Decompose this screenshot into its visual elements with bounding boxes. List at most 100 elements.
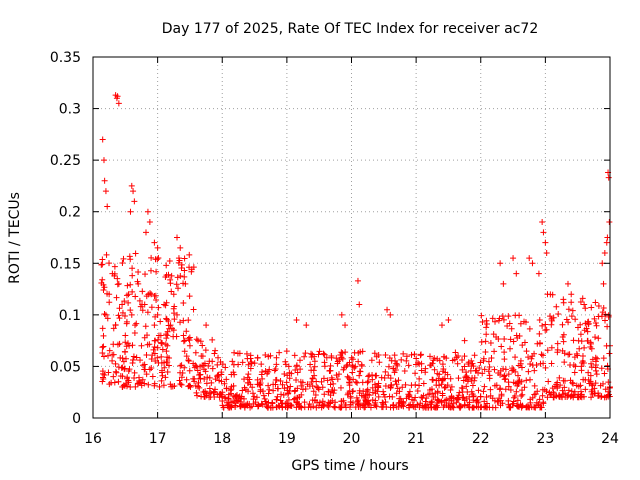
- data-point: [578, 363, 585, 370]
- data-point: [186, 382, 193, 389]
- data-point: [543, 249, 550, 256]
- data-point: [412, 394, 419, 401]
- data-point: [485, 358, 492, 365]
- data-point: [539, 392, 546, 399]
- data-point: [315, 351, 322, 358]
- data-point: [122, 381, 129, 388]
- data-point: [141, 361, 148, 368]
- data-point: [557, 382, 564, 389]
- data-point: [99, 378, 106, 385]
- data-point: [310, 388, 317, 395]
- data-point: [101, 177, 108, 184]
- data-point: [138, 342, 145, 349]
- data-point: [505, 371, 512, 378]
- data-point: [163, 299, 170, 306]
- data-point: [345, 374, 352, 381]
- data-point: [581, 344, 588, 351]
- data-point: [139, 288, 146, 295]
- data-point: [270, 387, 277, 394]
- data-point: [372, 372, 379, 379]
- data-point: [593, 371, 600, 378]
- data-point: [393, 381, 400, 388]
- data-point: [519, 342, 526, 349]
- data-point: [603, 342, 610, 349]
- data-point: [301, 404, 308, 411]
- data-point: [308, 350, 315, 357]
- data-point: [589, 390, 596, 397]
- data-point: [518, 403, 525, 410]
- data-point: [311, 358, 318, 365]
- data-point: [142, 229, 149, 236]
- data-point: [469, 382, 476, 389]
- data-point: [153, 296, 160, 303]
- data-point: [550, 314, 557, 321]
- data-point: [201, 366, 208, 373]
- data-point: [420, 380, 427, 387]
- data-point: [337, 404, 344, 411]
- data-point: [371, 350, 378, 357]
- data-point: [407, 401, 414, 408]
- data-point: [197, 338, 204, 345]
- data-point: [592, 364, 599, 371]
- data-point: [584, 319, 591, 326]
- data-point: [500, 373, 507, 380]
- data-point: [505, 383, 512, 390]
- data-point: [121, 298, 128, 305]
- data-point: [529, 260, 536, 267]
- data-point: [356, 301, 363, 308]
- data-point: [499, 313, 506, 320]
- data-point: [422, 369, 429, 376]
- data-point: [228, 390, 235, 397]
- data-point: [327, 367, 334, 374]
- data-point: [381, 394, 388, 401]
- data-point: [110, 325, 117, 332]
- data-point: [559, 321, 566, 328]
- data-point: [131, 374, 138, 381]
- data-point: [193, 389, 200, 396]
- data-point: [109, 357, 116, 364]
- data-point: [582, 305, 589, 312]
- data-point: [127, 384, 134, 391]
- data-point: [247, 365, 254, 372]
- data-point: [132, 293, 139, 300]
- data-point: [177, 244, 184, 251]
- data-point: [288, 402, 295, 409]
- data-point: [171, 316, 178, 323]
- data-point: [521, 384, 528, 391]
- data-point: [190, 306, 197, 313]
- data-point: [399, 384, 406, 391]
- data-point: [162, 302, 169, 309]
- data-point: [259, 369, 266, 376]
- data-point: [186, 251, 193, 258]
- data-point: [468, 377, 475, 384]
- data-point: [343, 404, 350, 411]
- data-point: [294, 394, 301, 401]
- data-point: [165, 362, 172, 369]
- data-point: [209, 358, 216, 365]
- data-point: [394, 361, 401, 368]
- data-point: [292, 395, 299, 402]
- data-point: [104, 290, 111, 297]
- data-point: [180, 338, 187, 345]
- data-point: [115, 100, 122, 107]
- data-point: [185, 357, 192, 364]
- data-point: [99, 349, 106, 356]
- data-point: [601, 317, 608, 324]
- data-point: [455, 353, 462, 360]
- data-point: [513, 270, 520, 277]
- data-point: [263, 403, 270, 410]
- data-point: [216, 377, 223, 384]
- data-point: [153, 268, 160, 275]
- data-point: [126, 342, 133, 349]
- data-point: [310, 367, 317, 374]
- data-point: [311, 372, 318, 379]
- data-point: [277, 378, 284, 385]
- data-point: [487, 339, 494, 346]
- data-point: [101, 371, 108, 378]
- data-point: [439, 392, 446, 399]
- data-point: [188, 268, 195, 275]
- data-point: [376, 359, 383, 366]
- data-point: [284, 390, 291, 397]
- data-point: [347, 393, 354, 400]
- data-point: [506, 404, 513, 411]
